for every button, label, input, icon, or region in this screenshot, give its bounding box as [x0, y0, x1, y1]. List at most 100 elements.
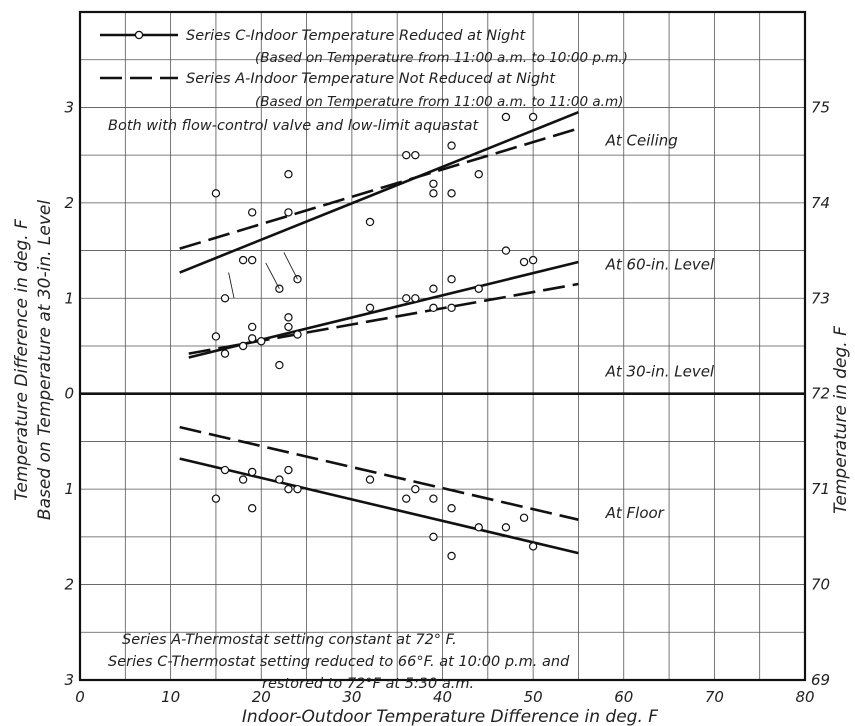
y-left-tick-label: 1: [64, 480, 74, 498]
y-left-tick-label: 2: [64, 194, 74, 212]
x-tick-label: 80: [795, 688, 814, 706]
legend-marker-series-c: [134, 30, 144, 40]
data-point: [429, 284, 438, 293]
data-point: [275, 360, 284, 370]
y-left-tick-label: 1: [64, 289, 74, 307]
x-tick-label: 10: [161, 688, 180, 706]
y-axis-label-left-2: Based on Temperature at 30-in. Level: [35, 200, 55, 520]
data-point: [411, 150, 420, 160]
fit-line-ceiling-series-c: [179, 110, 579, 274]
legend-series-a-note: (Based on Temperature from 11:00 a.m. to…: [255, 94, 623, 110]
fit-line-floor-series-a: [179, 425, 579, 521]
grid: [80, 12, 805, 680]
data-point: [447, 504, 456, 513]
x-tick-label: 40: [433, 688, 452, 706]
leader-lines: [228, 252, 298, 299]
y-left-tick-label: 3: [64, 671, 74, 689]
data-point: [247, 504, 257, 513]
data-point: [528, 255, 538, 265]
annotation-at-60-in-level: At 60-in. Level: [605, 256, 715, 274]
data-point: [519, 257, 529, 267]
data-points: [211, 112, 538, 561]
data-point: [429, 179, 438, 188]
data-point: [429, 494, 438, 503]
data-point: [275, 475, 284, 484]
y-axis-label-left-1: Temperature Difference in deg. F: [12, 219, 32, 501]
y-right-tick-label: 69: [811, 671, 830, 689]
x-tick-labels: 0 10 20 30 40 50 60 70 80: [75, 688, 814, 706]
data-point: [211, 494, 221, 503]
data-point: [528, 112, 538, 122]
data-point: [501, 523, 511, 532]
x-tick-label: 30: [342, 688, 361, 706]
data-point: [474, 170, 483, 179]
y-left-tick-label: 3: [64, 98, 74, 116]
data-point: [284, 322, 293, 332]
legend-series-c-label: Series C-Indoor Temperature Reduced at N…: [186, 28, 527, 44]
leader-line: [228, 272, 235, 299]
data-point: [402, 150, 411, 160]
legend-series-a-label: Series A-Indoor Temperature Not Reduced …: [186, 71, 556, 87]
data-point: [447, 189, 456, 198]
data-point: [247, 255, 257, 265]
y-right-tick-label: 71: [811, 480, 830, 498]
data-point: [247, 322, 257, 332]
x-tick-label: 60: [614, 688, 633, 706]
footnote-line-3: restored to 72°F at 5:30 a.m.: [262, 676, 474, 692]
data-point: [365, 303, 375, 313]
data-point: [284, 313, 293, 322]
data-point: [365, 217, 375, 227]
data-point: [220, 294, 230, 303]
data-point: [429, 532, 438, 542]
annotation-at-ceiling: At Ceiling: [605, 132, 678, 150]
y-right-tick-label: 72: [811, 385, 830, 403]
data-point: [528, 542, 538, 551]
data-point: [211, 189, 221, 198]
y-axis-label-right: Temperature in deg. F: [831, 326, 851, 514]
data-point: [411, 484, 420, 494]
data-point: [447, 551, 456, 561]
data-point: [501, 112, 511, 122]
y-right-tick-labels: 75 74 73 72 71 70 69: [811, 98, 830, 689]
x-tick-label: 0: [75, 688, 85, 706]
plot-frame: [78, 10, 807, 682]
legend: Series C-Indoor Temperature Reduced at N…: [100, 28, 628, 134]
annotation-at-30-in-level: At 30-in. Level: [605, 363, 715, 381]
data-point: [211, 332, 221, 341]
data-point: [293, 484, 302, 494]
footnote: Series A-Thermostat setting constant at …: [108, 632, 570, 692]
data-point: [284, 465, 293, 475]
data-point: [429, 189, 438, 198]
data-point: [238, 475, 248, 484]
data-point: [257, 337, 266, 346]
data-point: [247, 467, 257, 477]
data-point: [238, 341, 248, 351]
fit-line-ceiling-series-a: [179, 127, 579, 250]
leader-line: [265, 262, 280, 289]
x-tick-label: 70: [705, 688, 724, 706]
data-point: [220, 465, 230, 475]
legend-series-c-note: (Based on Temperature from 11:00 a.m. to…: [255, 50, 628, 66]
y-right-tick-label: 75: [811, 98, 830, 116]
data-point: [519, 513, 529, 522]
leader-line: [283, 252, 298, 280]
data-point: [429, 303, 438, 313]
data-point: [284, 484, 293, 494]
fit-line-floor-series-c: [179, 457, 579, 555]
data-point: [402, 494, 411, 503]
y-right-tick-label: 73: [811, 289, 830, 307]
data-point: [238, 255, 248, 265]
x-axis-label: Indoor-Outdoor Temperature Difference in…: [242, 707, 658, 726]
y-left-tick-label: 2: [64, 576, 74, 594]
data-point: [411, 294, 420, 303]
y-right-tick-label: 70: [811, 576, 830, 594]
data-point: [474, 523, 483, 532]
data-point: [284, 170, 293, 179]
data-point: [447, 303, 456, 313]
data-point: [501, 246, 511, 255]
data-point: [402, 294, 411, 303]
data-point: [447, 275, 456, 284]
legend-note: Both with flow-control valve and low-lim…: [108, 118, 479, 134]
y-right-tick-label: 74: [811, 194, 830, 212]
